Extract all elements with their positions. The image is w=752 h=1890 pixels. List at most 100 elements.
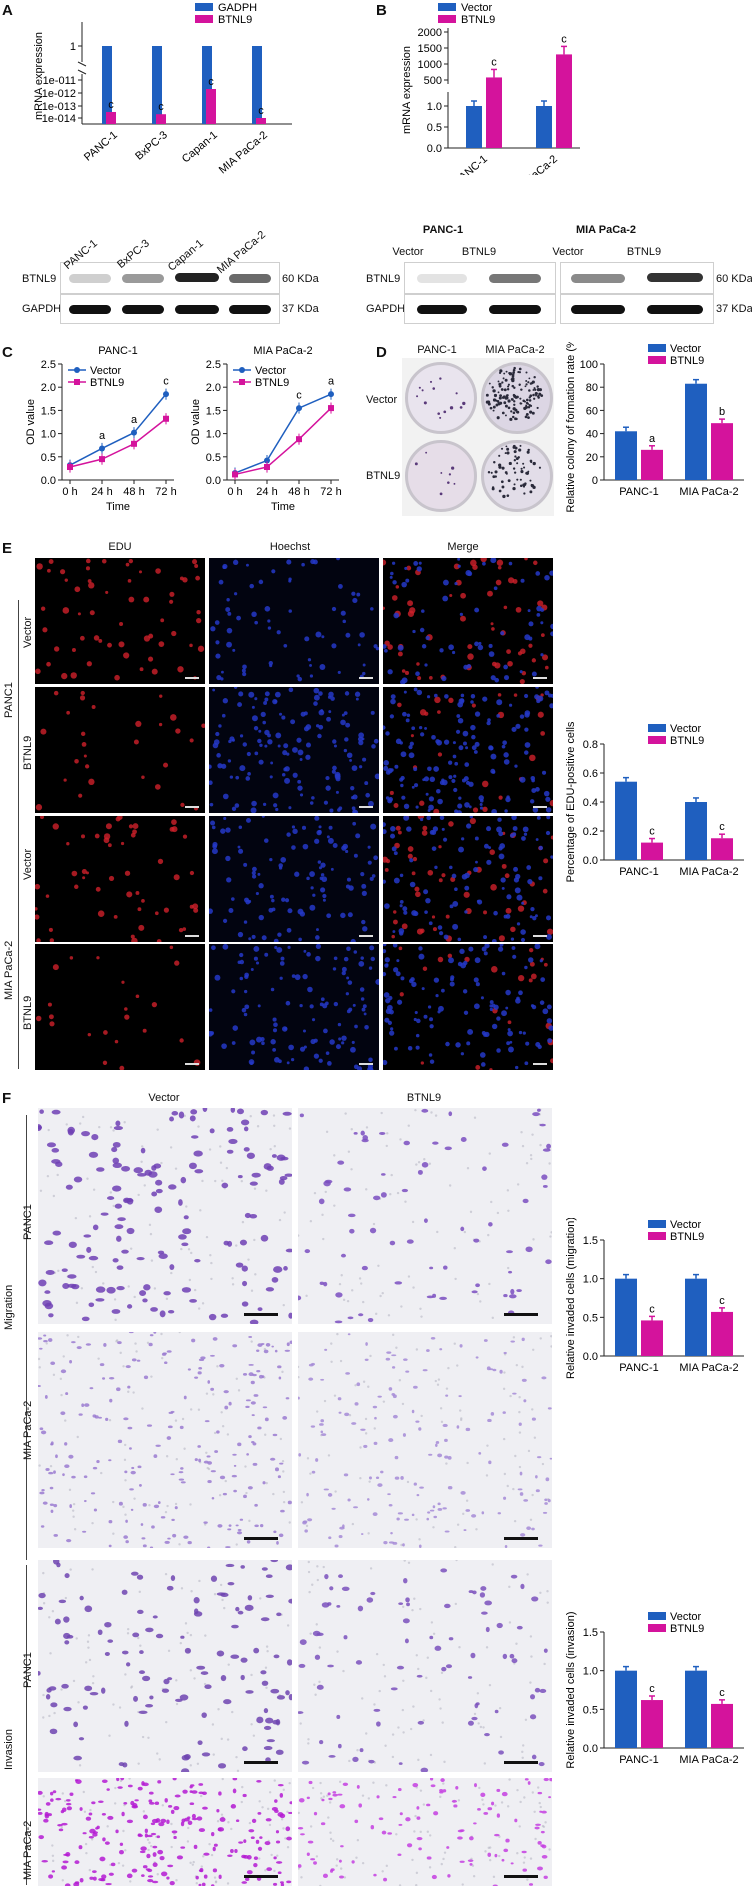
edu-cell xyxy=(397,702,402,708)
colony xyxy=(513,450,517,454)
hoechst-cell xyxy=(317,860,322,864)
panel-letter-b: B xyxy=(376,2,387,19)
colony xyxy=(492,405,496,409)
hoechst-cell xyxy=(493,586,498,591)
pore xyxy=(365,1732,368,1735)
pore xyxy=(456,1364,459,1367)
pore xyxy=(469,1210,473,1214)
hoechst-cell xyxy=(225,855,231,862)
edu-cell xyxy=(154,911,159,916)
pore xyxy=(373,1703,376,1706)
stained-cell xyxy=(112,1141,121,1148)
stained-cell xyxy=(211,1496,215,1500)
edu-cell xyxy=(517,974,525,982)
pore xyxy=(64,1799,67,1803)
edu-cell xyxy=(182,927,187,931)
edu-cell xyxy=(498,935,505,942)
pore xyxy=(87,1646,90,1649)
hoechst-cell xyxy=(400,783,404,788)
stained-cell xyxy=(337,1743,342,1749)
pore xyxy=(486,1444,489,1447)
stained-cell xyxy=(232,1453,237,1456)
significance-label: a xyxy=(328,376,335,388)
edu-cell xyxy=(504,873,510,879)
y-axis-label: Relative colony of formation rate (% ) xyxy=(565,342,577,512)
hoechst-cell xyxy=(389,1030,395,1036)
hoechst-cell xyxy=(365,792,371,798)
hoechst-cell xyxy=(508,561,513,566)
stained-cell xyxy=(198,1869,203,1872)
edu-cell xyxy=(131,937,138,942)
edu-cell xyxy=(197,645,205,652)
stained-cell xyxy=(114,1203,123,1209)
hoechst-cell xyxy=(353,853,358,858)
hoechst-cell xyxy=(227,611,232,616)
pore xyxy=(417,1667,420,1671)
hoechst-cell xyxy=(409,881,416,888)
edu-cell xyxy=(36,938,41,942)
pore xyxy=(491,1563,494,1566)
y-tick-label: 40 xyxy=(586,429,598,441)
edu-cell xyxy=(124,870,131,876)
hoechst-cell xyxy=(307,658,312,662)
stained-cell xyxy=(64,1883,71,1886)
panel-letter-e: E xyxy=(2,540,13,557)
edu-cell xyxy=(80,834,86,839)
stained-cell xyxy=(201,1752,211,1757)
stained-cell xyxy=(69,1504,72,1509)
pore xyxy=(184,1622,188,1625)
pore xyxy=(235,1755,238,1759)
colony xyxy=(429,380,433,383)
colony xyxy=(529,404,533,407)
hoechst-cell xyxy=(222,698,229,704)
pore xyxy=(48,1714,51,1718)
stained-cell xyxy=(178,1234,187,1240)
edu-cell xyxy=(542,654,549,661)
hoechst-cell xyxy=(392,930,396,934)
edu-cell xyxy=(421,830,428,836)
pore xyxy=(400,1543,403,1547)
pore xyxy=(443,1760,446,1764)
pore xyxy=(305,1294,308,1298)
hoechst-cell xyxy=(516,922,521,926)
edu-cell xyxy=(128,824,134,829)
hoechst-cell xyxy=(491,1023,498,1030)
stained-cell xyxy=(140,1846,147,1851)
hoechst-cell xyxy=(549,703,553,709)
legend-swatch xyxy=(438,15,456,23)
hoechst-cell xyxy=(297,676,303,682)
hoechst-cell xyxy=(443,934,449,940)
stained-cell xyxy=(519,1471,523,1476)
edu-cell xyxy=(498,795,503,800)
pore xyxy=(119,1351,122,1355)
stained-cell xyxy=(62,1282,70,1289)
edu-cell xyxy=(163,907,169,913)
edu-cell xyxy=(48,927,53,932)
stained-cell xyxy=(444,1438,448,1442)
colony xyxy=(513,471,517,474)
edu-cell xyxy=(35,668,41,675)
stained-cell xyxy=(166,1585,174,1591)
hoechst-cell xyxy=(345,992,349,996)
y-tick-label: 1.0 xyxy=(583,1274,598,1286)
stained-cell xyxy=(519,1492,524,1496)
stained-cell xyxy=(336,1605,341,1608)
stained-cell xyxy=(280,1882,285,1886)
pore xyxy=(321,1213,324,1217)
colony xyxy=(518,383,521,386)
pore xyxy=(150,1259,154,1262)
stained-cell xyxy=(92,1466,98,1470)
stained-cell xyxy=(427,1511,431,1514)
stained-cell xyxy=(198,1883,202,1886)
hoechst-cell xyxy=(237,845,241,849)
hoechst-cell xyxy=(420,817,424,822)
stained-cell xyxy=(469,1863,473,1866)
pore xyxy=(178,1543,181,1546)
hoechst-cell xyxy=(469,816,474,819)
stained-cell xyxy=(71,1341,76,1344)
stained-cell xyxy=(81,1403,85,1408)
hoechst-cell xyxy=(546,1004,552,1010)
panel-letter-f: F xyxy=(2,1090,12,1107)
stained-cell xyxy=(319,1423,324,1426)
stained-cell xyxy=(266,1867,273,1872)
